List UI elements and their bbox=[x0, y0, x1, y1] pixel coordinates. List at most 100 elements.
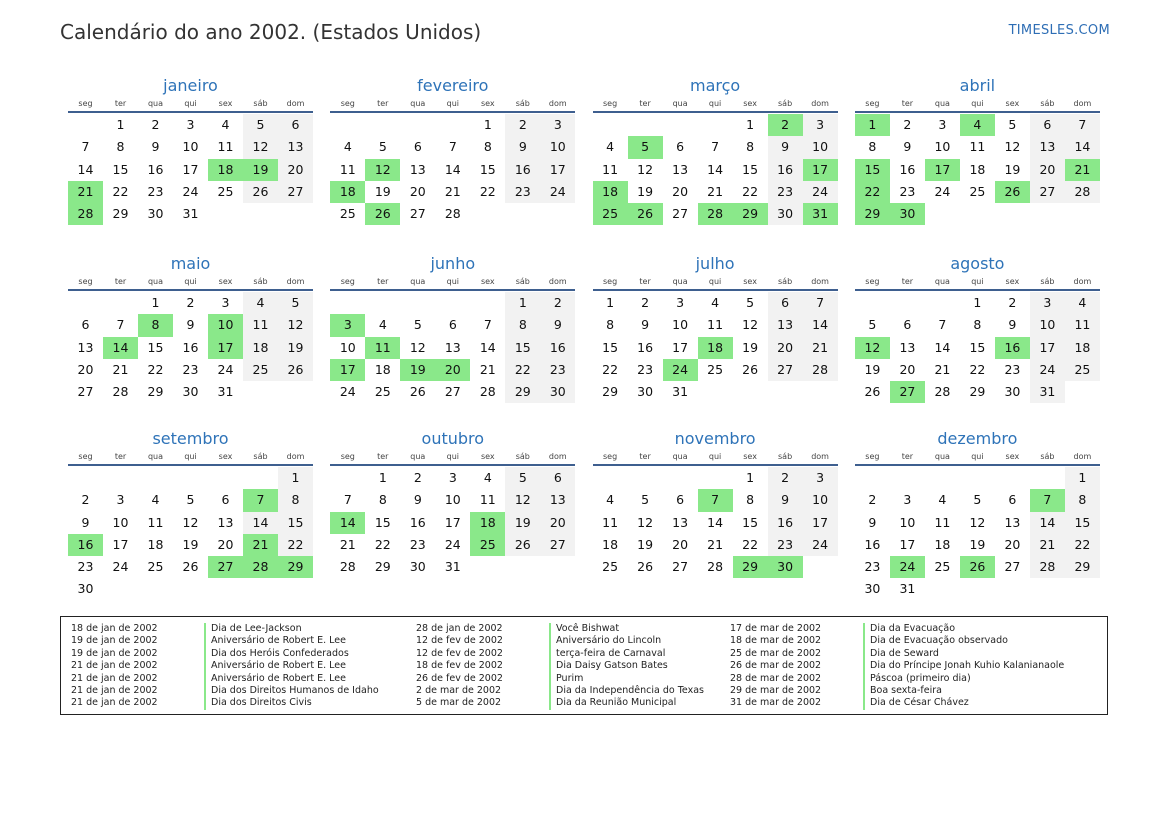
holiday-day-cell: 15 bbox=[854, 158, 890, 181]
day-cell: 14 bbox=[243, 511, 278, 534]
day-cell: 8 bbox=[1064, 489, 1100, 512]
month-julho: julho seg ter qua qui sex sáb dom 1 2 3 4 5 6 7 8 9 10 11 1… bbox=[592, 252, 838, 427]
day-cell: 10 bbox=[112, 514, 129, 530]
empty-cell bbox=[470, 292, 505, 314]
holiday-date: 28 de jan de 2002 bbox=[416, 623, 503, 634]
day-cell: 6 bbox=[448, 317, 457, 333]
weekday-label: qui bbox=[708, 452, 722, 461]
month-title: agosto bbox=[950, 254, 1005, 273]
day-cell: 11 bbox=[1064, 314, 1100, 337]
day-cell: 27 bbox=[409, 206, 426, 222]
weekday-label: qui bbox=[184, 277, 197, 286]
holiday-day-cell: 21 bbox=[243, 533, 278, 557]
weekday-label: sáb bbox=[778, 99, 793, 108]
empty-cell bbox=[68, 467, 103, 489]
holiday-day-cell: 26 bbox=[365, 203, 401, 226]
day-cell: 3 bbox=[221, 295, 230, 310]
day-cell: 4 bbox=[1064, 292, 1100, 315]
holiday-marker bbox=[549, 635, 551, 648]
month-março: março seg ter qua qui sex sáb dom 1 2 3 4 5 6 7 8 9 10 11 1… bbox=[592, 74, 838, 252]
weekday-label: sáb bbox=[1040, 99, 1055, 108]
weekday-label: sáb bbox=[515, 99, 530, 108]
empty-cell bbox=[995, 467, 1030, 489]
weekday-label: seg bbox=[865, 277, 880, 286]
day-cell: 2 bbox=[413, 470, 422, 485]
empty-cell bbox=[593, 467, 628, 489]
day-cell: 20 bbox=[672, 536, 689, 552]
weekday-label: qui bbox=[446, 277, 459, 286]
day-cell: 28 bbox=[444, 206, 461, 222]
day-cell: 16 bbox=[637, 339, 654, 355]
day-cell: 22 bbox=[147, 361, 164, 377]
weekday-header: seg ter qua qui sex sáb dom bbox=[592, 97, 838, 113]
day-cell: 11 bbox=[969, 139, 986, 155]
day-cell: 12 bbox=[637, 514, 654, 530]
weekday-label: ter bbox=[377, 452, 389, 461]
day-cell: 24 bbox=[444, 536, 461, 552]
empty-cell bbox=[400, 114, 435, 136]
holiday-row: 28 de mar de 2002 Páscoa (primeiro dia) bbox=[720, 672, 1064, 686]
month-title: junho bbox=[430, 254, 476, 273]
day-cell: 24 bbox=[112, 559, 129, 575]
day-cell: 24 bbox=[182, 183, 199, 199]
holiday-row: 5 de mar de 2002 Dia da Reunião Municipal bbox=[406, 697, 704, 710]
weekday-label: dom bbox=[1073, 99, 1092, 108]
day-cell: 15 bbox=[147, 339, 164, 355]
day-cell: 31 bbox=[672, 384, 689, 400]
weekday-label: sex bbox=[480, 452, 495, 461]
page-title: Calendário do ano 2002. (Estados Unidos) bbox=[60, 20, 482, 44]
brand-link[interactable]: TIMESLES.COM bbox=[1008, 23, 1110, 38]
weekday-label: qui bbox=[708, 99, 722, 108]
holiday-day-cell: 7 bbox=[1029, 489, 1065, 512]
day-grid: 1 2 3 4 5 6 7 8 9 10 11 12 13 14 15 16 17 18 19 20 21 22 23 24 2… bbox=[330, 114, 576, 226]
day-cell: 23 bbox=[77, 559, 94, 575]
holiday-date: 19 de jan de 2002 bbox=[71, 647, 158, 659]
day-cell: 28 bbox=[1029, 556, 1065, 579]
weekday-header: seg ter qua qui sex sáb dom bbox=[330, 97, 576, 113]
weekday-label: sáb bbox=[515, 277, 530, 286]
day-cell: 18 bbox=[934, 536, 951, 552]
weekday-label: ter bbox=[114, 99, 127, 108]
day-cell: 6 bbox=[1008, 492, 1017, 508]
holiday-name: Aniversário de Robert E. Lee bbox=[211, 672, 346, 684]
day-cell: 6 bbox=[278, 114, 313, 137]
empty-cell bbox=[663, 114, 698, 136]
weekday-label: ter bbox=[114, 452, 127, 461]
holiday-day-cell: 14 bbox=[330, 511, 366, 534]
weekday-label: ter bbox=[114, 277, 127, 286]
holiday-marker bbox=[863, 623, 865, 636]
holiday-day-cell: 27 bbox=[889, 381, 925, 404]
holiday-day-cell: 31 bbox=[802, 203, 838, 226]
day-cell: 7 bbox=[448, 139, 457, 155]
day-cell: 28 bbox=[1064, 180, 1100, 204]
day-cell: 13 bbox=[444, 339, 461, 355]
day-cell: 21 bbox=[112, 361, 129, 377]
month-title: março bbox=[689, 76, 741, 95]
day-cell: 31 bbox=[1029, 381, 1065, 404]
day-cell: 1 bbox=[378, 470, 387, 485]
holiday-day-cell: 22 bbox=[854, 180, 890, 204]
holiday-day-cell: 17 bbox=[330, 358, 366, 382]
weekday-header: seg ter qua qui sex sáb dom bbox=[854, 450, 1100, 466]
weekday-label: ter bbox=[901, 277, 914, 286]
holiday-name: Boa sexta-feira bbox=[870, 685, 942, 697]
day-cell: 25 bbox=[934, 559, 951, 575]
day-cell: 11 bbox=[479, 492, 496, 508]
day-grid: 1 2 3 4 5 6 7 8 9 10 11 12 13 14 15 16 17 18 19 20 21 22 23 24 2… bbox=[593, 292, 838, 403]
day-cell: 11 bbox=[243, 314, 278, 337]
weekday-header: seg ter qua qui sex sáb dom bbox=[68, 97, 313, 113]
day-cell: 27 bbox=[672, 206, 689, 222]
day-cell: 11 bbox=[147, 514, 164, 530]
day-cell: 9 bbox=[81, 514, 90, 530]
day-cell: 20 bbox=[1004, 536, 1021, 552]
empty-cell bbox=[628, 114, 663, 136]
weekday-label: ter bbox=[639, 99, 651, 108]
day-cell: 28 bbox=[934, 384, 951, 400]
day-cell: 23 bbox=[147, 183, 164, 199]
empty-cell bbox=[628, 467, 663, 489]
weekday-label: dom bbox=[286, 277, 305, 286]
day-cell: 2 bbox=[186, 295, 195, 310]
day-cell: 12 bbox=[969, 514, 986, 530]
weekday-label: dom bbox=[1073, 277, 1092, 286]
weekday-label: qua bbox=[672, 452, 688, 461]
